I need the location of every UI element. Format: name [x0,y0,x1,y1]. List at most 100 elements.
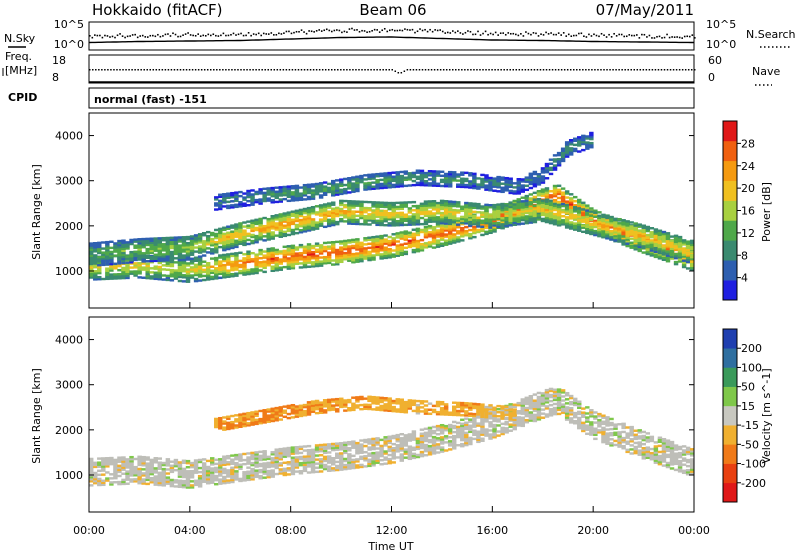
power-pixel [447,210,453,213]
velocity-pixel [322,451,328,455]
power-pixel [367,187,372,191]
velocity-pixel [347,440,352,444]
power-pixel [218,241,223,245]
velocity-pixel [238,477,243,481]
velocity-pixel [266,410,271,413]
velocity-pixel [355,464,360,467]
power-pixel [246,270,251,274]
power-pixel [605,224,610,228]
power-pixel [500,217,505,220]
velocity-pixel [266,420,271,423]
power-pixel [447,206,453,209]
nave-dot [327,69,330,71]
velocity-pixel [375,406,380,409]
velocity-pixel [165,480,171,483]
power-pixel [161,278,167,281]
power-pixel [419,230,425,234]
nave-dot [146,69,148,71]
power-pixel [480,233,485,237]
velocity-pixel [141,457,146,461]
power-pixel [210,231,215,235]
power-pixel [431,182,437,185]
power-pixel [101,253,106,256]
velocity-pixel [238,417,243,420]
power-pixel [165,255,171,258]
power-pixel [113,242,118,245]
nave-dot [122,69,124,71]
power-pixel [589,226,594,230]
power-pixel [367,217,372,220]
power-pixel [230,244,235,248]
power-pixel [568,217,574,220]
power-pixel [230,246,235,250]
power-pixel [141,237,146,241]
power-pixel [476,204,481,208]
velocity-pixel [93,463,98,467]
power-pixel [109,265,114,268]
velocity-pixel [335,404,340,407]
velocity-pixel [278,468,283,471]
velocity-pixel [258,419,263,423]
velocity-pixel [318,403,324,406]
power-pixel [290,191,296,194]
nave-dot [331,69,333,71]
power-pixel [326,241,332,244]
power-pixel [443,210,449,213]
power-pixel [488,180,493,184]
power-pixel [524,184,530,187]
velocity-pixel [290,446,296,449]
power-pixel [226,275,231,278]
power-pixel [230,191,235,195]
power-pixel [310,193,316,196]
power-pixel [97,259,102,263]
power-pixel [266,197,271,200]
power-pixel [673,238,679,242]
velocity-pixel [242,424,247,428]
power-pixel [492,210,497,213]
noise-search-dot [550,32,552,34]
power-pixel [335,212,340,216]
power-pixel [286,263,292,266]
power-pixel [141,268,146,271]
power-pixel [322,262,328,265]
velocity-pixel [266,408,271,411]
velocity-pixel [218,478,223,481]
power-pixel [306,227,312,230]
power-pixel [496,184,501,187]
noise-search-dot [522,35,525,37]
velocity-pixel [141,482,146,485]
power-pixel [399,182,404,186]
power-pixel [262,254,267,257]
power-pixel [601,236,606,239]
power-pixel [585,225,590,229]
velocity-pixel [290,406,296,409]
velocity-pixel [322,401,328,404]
power-pixel [375,245,380,249]
power-pixel [552,158,558,161]
velocity-pixel [379,450,384,454]
power-pixel [508,213,513,217]
noise-search-dot [479,34,482,36]
velocity-pixel [93,461,98,465]
nave-dot [222,69,224,71]
power-pixel [415,210,421,214]
velocity-pixel [363,444,368,448]
power-pixel [145,249,150,253]
velocity-pixel [177,469,183,472]
power-pixel [97,241,102,245]
power-pixel [214,277,219,280]
velocity-pixel [238,453,243,456]
velocity-pixel [101,479,106,482]
power-pixel [278,231,283,234]
nave-dot [461,69,463,71]
noise-search-dot [681,37,683,39]
velocity-pixel [193,463,199,466]
power-pixel [306,223,312,226]
power-pixel [657,247,663,251]
power-pixel [544,204,550,208]
power-pixel [355,218,360,222]
power-pixel [532,204,538,208]
power-pixel [508,205,513,209]
power-pixel [266,187,271,190]
power-pixel [411,232,417,236]
